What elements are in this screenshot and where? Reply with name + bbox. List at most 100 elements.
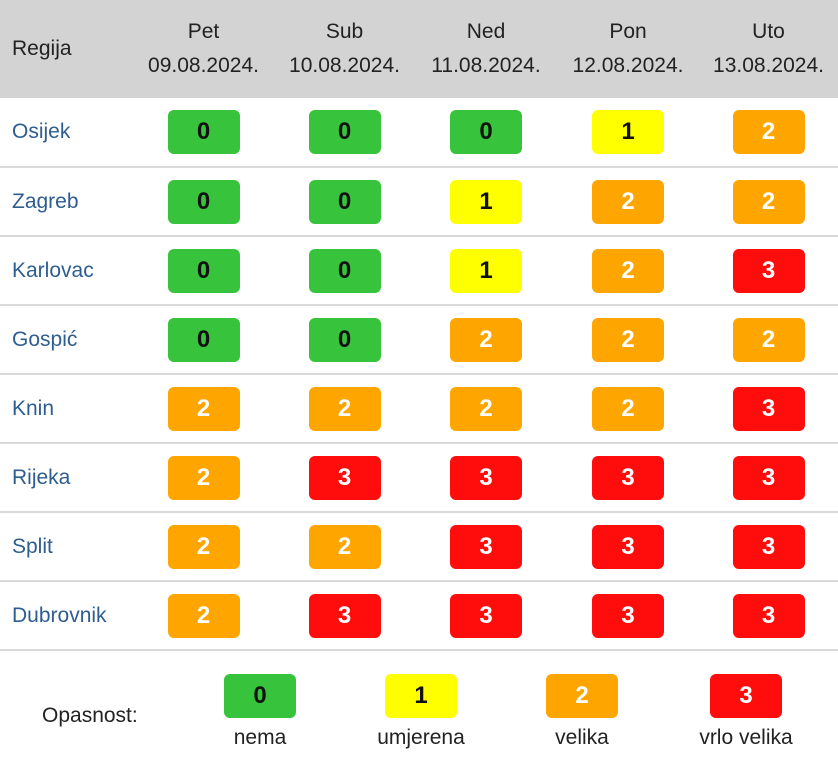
danger-level-badge: 2 [308,524,381,569]
legend-item: 0 nema [190,674,330,750]
legend-title: Opasnost: [42,704,138,727]
table-row: Split 2 2 3 3 3 [0,512,838,582]
forecast-cell: 3 [557,581,699,651]
danger-legend: Opasnost: 0 nema 1 umjerena 2 velika 3 v… [0,652,838,765]
region-link[interactable]: Gospić [0,305,133,375]
day-date: 09.08.2024. [148,54,259,77]
danger-level-badge: 2 [308,386,381,431]
forecast-cell: 3 [699,443,838,513]
danger-level-badge: 2 [592,317,664,362]
forecast-cell: 3 [699,236,838,306]
legend-label: vrlo velika [699,726,793,749]
danger-level-badge: 3 [732,386,805,431]
danger-level-badge: 2 [167,524,240,569]
forecast-cell: 3 [274,581,415,651]
legend-label: velika [555,726,609,749]
danger-level-badge: 3 [732,524,805,569]
forecast-cell: 2 [133,581,274,651]
forecast-cell: 0 [274,305,415,375]
forecast-cell: 1 [415,167,557,237]
day-name: Pet [187,20,220,43]
danger-level-badge: 0 [308,110,381,154]
legend-label: nema [233,726,287,749]
forecast-cell: 2 [133,443,274,513]
danger-level-badge: 3 [308,455,381,500]
forecast-cell: 0 [274,98,415,168]
legend-level-badge: 2 [546,674,618,718]
forecast-cell: 3 [415,512,557,582]
forecast-cell: 2 [699,305,838,375]
table-row: Gospić 0 0 2 2 2 [0,305,838,375]
day-column-header: Pet 09.08.2024. [133,0,274,98]
danger-level-badge: 2 [450,317,522,362]
region-link[interactable]: Zagreb [0,167,133,237]
danger-level-badge: 1 [592,110,664,154]
danger-level-badge: 2 [592,248,664,293]
danger-level-badge: 3 [450,593,522,638]
forecast-cell: 3 [415,443,557,513]
danger-level-badge: 2 [592,179,664,224]
forecast-cell: 1 [557,98,699,168]
forecast-cell: 3 [699,512,838,582]
danger-level-badge: 3 [308,593,381,638]
region-column-header: Regija [0,0,133,98]
day-column-header: Ned 11.08.2024. [415,0,557,98]
table-row: Knin 2 2 2 2 3 [0,374,838,444]
legend-item: 1 umjerena [351,674,491,750]
forecast-cell: 0 [274,167,415,237]
danger-level-badge: 3 [732,248,805,293]
region-link[interactable]: Dubrovnik [0,581,133,651]
danger-level-badge: 3 [450,455,522,500]
day-column-header: Sub 10.08.2024. [274,0,415,98]
danger-level-badge: 0 [167,317,240,362]
danger-level-badge: 3 [592,593,664,638]
table-row: Dubrovnik 2 3 3 3 3 [0,581,838,651]
danger-level-badge: 1 [450,248,522,293]
forecast-cell: 2 [557,236,699,306]
forecast-cell: 2 [274,374,415,444]
forecast-cell: 3 [699,581,838,651]
day-date: 10.08.2024. [289,54,400,77]
table-row: Zagreb 0 0 1 2 2 [0,167,838,237]
day-column-header: Uto 13.08.2024. [699,0,838,98]
legend-level-badge: 1 [385,674,457,718]
danger-level-badge: 3 [732,593,805,638]
table-row: Rijeka 2 3 3 3 3 [0,443,838,513]
forecast-cell: 0 [274,236,415,306]
danger-level-badge: 3 [732,455,805,500]
region-link[interactable]: Knin [0,374,133,444]
region-link[interactable]: Rijeka [0,443,133,513]
table-row: Osijek 0 0 0 1 2 [0,98,838,168]
danger-level-badge: 3 [450,524,522,569]
forecast-cell: 1 [415,236,557,306]
legend-label: umjerena [377,726,465,749]
danger-level-badge: 2 [732,179,805,224]
region-link[interactable]: Split [0,512,133,582]
danger-level-badge: 2 [732,110,805,154]
forecast-cell: 0 [133,236,274,306]
forecast-cell: 2 [415,374,557,444]
forecast-cell: 2 [557,305,699,375]
danger-level-badge: 0 [167,110,240,154]
danger-level-badge: 3 [592,455,664,500]
danger-level-badge: 0 [308,179,381,224]
danger-level-badge: 2 [592,386,664,431]
table-row: Karlovac 0 0 1 2 3 [0,236,838,306]
forecast-cell: 3 [274,443,415,513]
danger-level-badge: 3 [592,524,664,569]
region-link[interactable]: Karlovac [0,236,133,306]
danger-level-badge: 2 [450,386,522,431]
forecast-cell: 3 [699,374,838,444]
forecast-cell: 2 [133,512,274,582]
region-link[interactable]: Osijek [0,98,133,168]
danger-level-badge: 2 [732,317,805,362]
forecast-cell: 2 [699,98,838,168]
day-name: Uto [752,20,785,43]
danger-level-badge: 2 [167,386,240,431]
danger-level-badge: 0 [308,248,381,293]
danger-level-badge: 0 [167,248,240,293]
forecast-cell: 3 [415,581,557,651]
forecast-cell: 3 [557,512,699,582]
legend-item: 2 velika [512,674,652,750]
day-name: Pon [609,20,647,43]
